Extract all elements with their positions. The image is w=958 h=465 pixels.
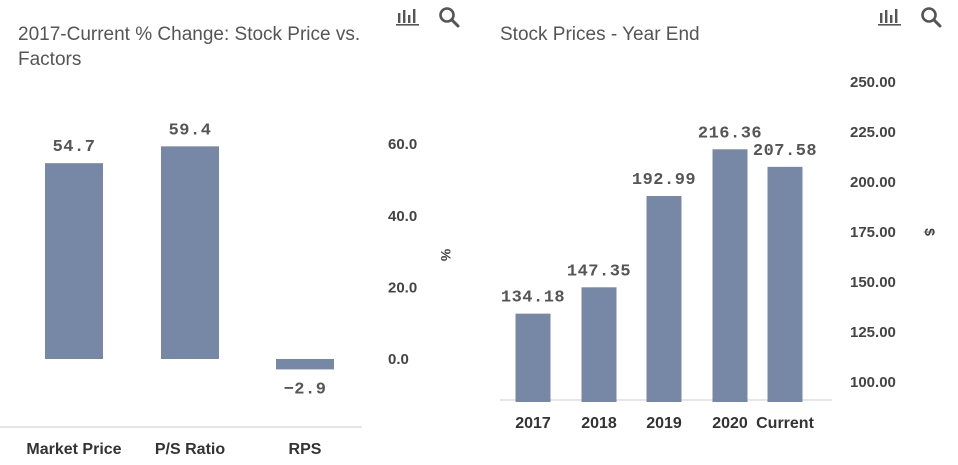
search-icon[interactable] — [920, 6, 942, 33]
data-label: 207.58 — [753, 142, 817, 161]
y-tick-label: 225.00 — [850, 124, 896, 141]
y-tick-label: 175.00 — [850, 224, 896, 241]
bar — [712, 149, 748, 402]
x-tick-label: 2017 — [515, 415, 551, 432]
chart-plot-area: 0.0 20.0 40.0 60.0% 54.7 Market Price 59.4 P/S … — [0, 121, 454, 458]
chart-panel-change: 2017-Current % Change: Stock Price vs. F… — [0, 0, 470, 465]
chart-title: Stock Prices - Year End — [500, 24, 700, 45]
y-tick-label: 125.00 — [850, 324, 896, 341]
bar — [646, 196, 682, 402]
data-label: 147.35 — [567, 262, 631, 281]
data-label: 59.4 — [169, 121, 212, 140]
y-tick-label: 150.00 — [850, 274, 896, 291]
x-tick-label: 2019 — [646, 415, 682, 432]
x-tick-label: P/S Ratio — [155, 441, 225, 458]
chart-plot-area: 100.00 125.00 150.00 175.00 200.00 225.00 250.… — [500, 74, 938, 432]
chart-panel-prices: Stock Prices - Year End 100.00 125.00 150.… — [480, 0, 958, 465]
x-tick-label: Current — [756, 415, 814, 432]
chart-toolbar — [878, 6, 942, 33]
bar — [161, 146, 219, 359]
data-label: 216.36 — [698, 124, 762, 143]
bar — [581, 287, 617, 402]
bar — [515, 313, 551, 402]
x-tick-label: Market Price — [26, 441, 121, 458]
search-icon[interactable] — [438, 6, 460, 33]
x-tick-label: 2020 — [712, 415, 748, 432]
y-tick-label: 200.00 — [850, 174, 896, 191]
bar-chart-icon[interactable] — [878, 7, 902, 32]
bar — [276, 359, 334, 370]
data-label: 134.18 — [501, 289, 565, 308]
y-tick-label: 100.00 — [850, 374, 896, 391]
bar — [45, 163, 103, 359]
y-axis-title: % — [438, 249, 454, 262]
bar-chart-icon[interactable] — [396, 7, 420, 32]
y-axis-title: $ — [922, 228, 938, 236]
y-tick-label: 0.0 — [388, 351, 409, 368]
data-label: 192.99 — [632, 171, 696, 190]
chart-title: 2017-Current % Change: Stock Price vs. F… — [18, 24, 361, 70]
data-label: −2.9 — [284, 380, 327, 399]
y-tick-label: 20.0 — [388, 279, 417, 296]
x-tick-label: 2018 — [581, 415, 617, 432]
y-tick-label: 40.0 — [388, 208, 417, 225]
x-tick-label: RPS — [289, 441, 322, 458]
bar — [767, 166, 803, 402]
data-label: 54.7 — [53, 138, 96, 157]
chart-toolbar — [396, 6, 460, 33]
y-tick-label: 60.0 — [388, 136, 417, 153]
y-tick-label: 250.00 — [850, 74, 896, 91]
